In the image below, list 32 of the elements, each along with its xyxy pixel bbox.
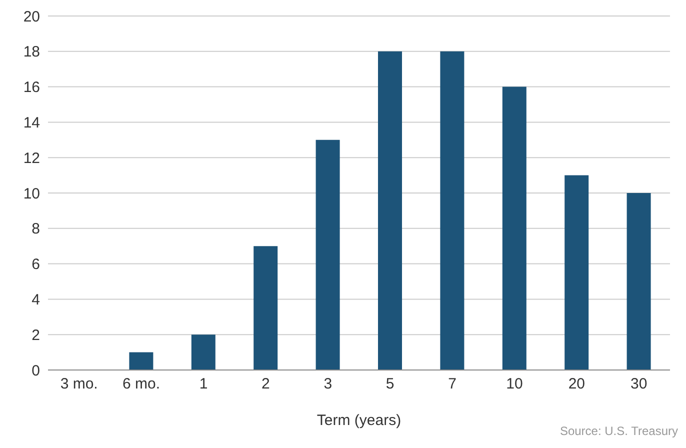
bar (129, 352, 154, 370)
bar (502, 86, 526, 370)
y-tick-label: 12 (23, 150, 40, 167)
x-tick-label: 3 mo. (60, 376, 98, 393)
y-tick-label: 20 (23, 8, 40, 26)
y-tick-label: 6 (32, 256, 40, 274)
bar (378, 51, 402, 370)
x-tick-label: 5 (386, 376, 394, 393)
y-tick-label: 2 (32, 326, 40, 344)
x-tick-label: 20 (568, 376, 586, 393)
bar (564, 175, 589, 370)
y-tick-label: 10 (23, 185, 40, 202)
bar (626, 193, 651, 370)
x-axis-title: Term (years) (316, 412, 402, 429)
x-tick-label: 1 (199, 376, 208, 393)
y-tick-label: 16 (23, 79, 40, 96)
x-tick-label: 7 (448, 376, 456, 393)
y-tick-label: 8 (32, 220, 40, 238)
y-tick-label: 0 (32, 362, 40, 380)
x-tick-label: 3 (324, 376, 332, 393)
bar (440, 51, 464, 370)
x-tick-label: 6 mo. (122, 376, 160, 393)
y-tick-label: 18 (23, 44, 40, 61)
bar (191, 334, 216, 370)
x-tick-label: 2 (262, 376, 270, 393)
x-tick-label: 10 (506, 376, 523, 393)
x-tick-label: 30 (630, 376, 648, 393)
bar (316, 140, 340, 370)
y-tick-label: 4 (32, 292, 40, 309)
source-note: Source: U.S. Treasury (560, 424, 678, 438)
bar (254, 246, 278, 370)
y-tick-label: 14 (23, 114, 40, 132)
